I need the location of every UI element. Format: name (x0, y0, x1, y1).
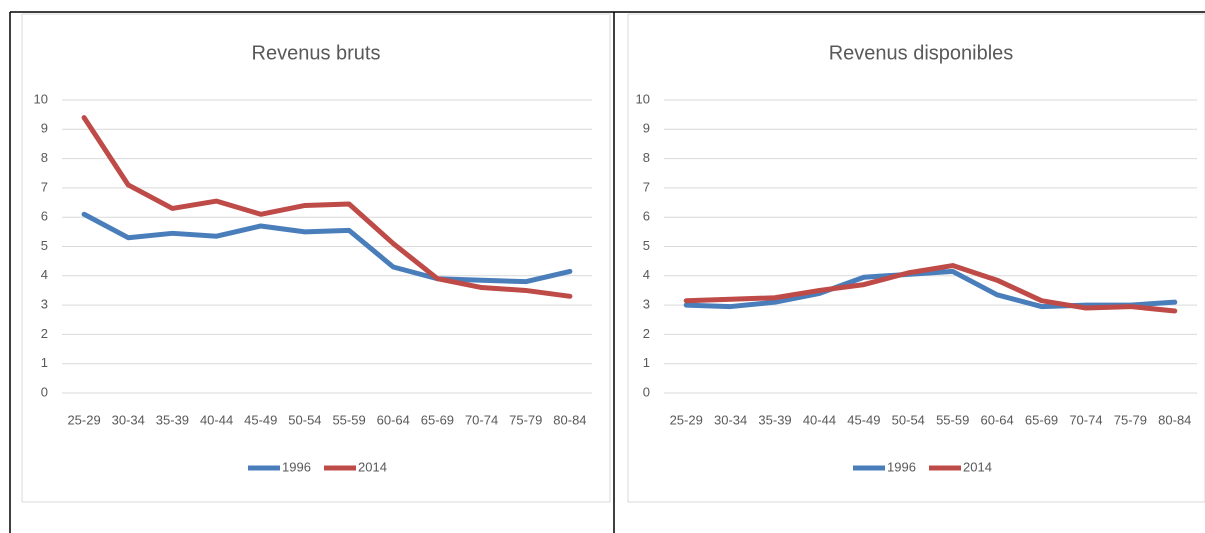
x-tick-label: 25-29 (67, 412, 100, 427)
y-tick-label: 2 (643, 326, 650, 341)
x-tick-label: 55-59 (332, 412, 365, 427)
x-tick-label: 55-59 (936, 412, 969, 427)
y-tick-label: 5 (643, 238, 650, 253)
data-line (81, 211, 573, 285)
x-tick-label: 25-29 (670, 412, 703, 427)
y-tick-label: 3 (643, 297, 650, 312)
x-tick-label: 40-44 (200, 412, 233, 427)
x-tick-label: 60-64 (377, 412, 410, 427)
x-tick-label: 45-49 (244, 412, 277, 427)
y-tick-label: 3 (41, 297, 48, 312)
y-tick-label: 4 (643, 267, 650, 282)
y-tick-label: 5 (41, 238, 48, 253)
x-tick-label: 30-34 (112, 412, 145, 427)
y-tick-label: 1 (41, 355, 48, 370)
chart-frame (21, 13, 611, 503)
x-tick-label: 75-79 (509, 412, 542, 427)
data-line (81, 115, 573, 299)
y-tick-label: 9 (41, 121, 48, 136)
legend-label: 1996 (282, 459, 311, 474)
y-tick-label: 6 (41, 209, 48, 224)
y-tick-label: 0 (41, 384, 48, 399)
x-tick-label: 30-34 (714, 412, 747, 427)
y-tick-label: 4 (41, 267, 48, 282)
x-tick-label: 50-54 (288, 412, 321, 427)
x-tick-label: 45-49 (847, 412, 880, 427)
y-tick-label: 7 (41, 179, 48, 194)
y-tick-label: 0 (643, 384, 650, 399)
legend-label: 1996 (887, 459, 916, 474)
x-tick-label: 80-84 (553, 412, 586, 427)
chart-title: Revenus bruts (252, 42, 381, 64)
chart-title: Revenus disponibles (829, 42, 1014, 64)
x-tick-label: 50-54 (892, 412, 925, 427)
x-tick-label: 35-39 (156, 412, 189, 427)
x-tick-label: 65-69 (1025, 412, 1058, 427)
x-tick-label: 70-74 (1069, 412, 1102, 427)
chart-frame (627, 13, 1205, 503)
y-tick-label: 7 (643, 179, 650, 194)
y-tick-label: 10 (636, 91, 650, 106)
y-tick-label: 8 (41, 150, 48, 165)
y-tick-label: 9 (643, 121, 650, 136)
legend-label: 2014 (963, 459, 992, 474)
y-tick-label: 6 (643, 209, 650, 224)
x-tick-label: 80-84 (1158, 412, 1191, 427)
y-tick-label: 2 (41, 326, 48, 341)
x-tick-label: 35-39 (758, 412, 791, 427)
data-line (683, 268, 1178, 310)
x-tick-label: 40-44 (803, 412, 836, 427)
x-tick-label: 75-79 (1114, 412, 1147, 427)
x-tick-label: 70-74 (465, 412, 498, 427)
y-tick-label: 8 (643, 150, 650, 165)
data-line (683, 263, 1178, 314)
y-tick-label: 1 (643, 355, 650, 370)
x-tick-label: 60-64 (981, 412, 1014, 427)
legend-label: 2014 (358, 459, 387, 474)
x-tick-label: 65-69 (421, 412, 454, 427)
y-tick-label: 10 (34, 91, 48, 106)
